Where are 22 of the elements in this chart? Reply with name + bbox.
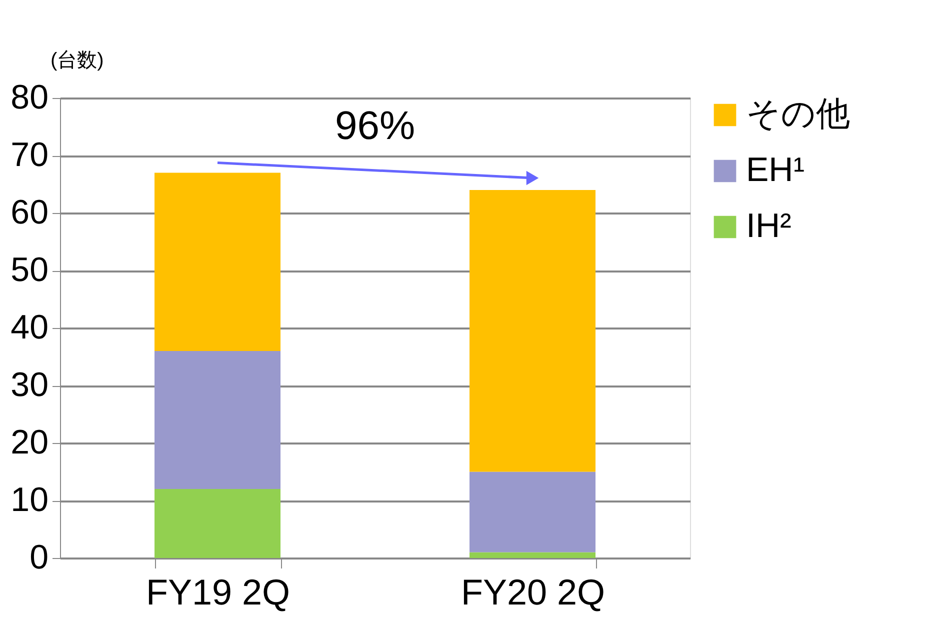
bar	[154, 489, 280, 558]
y-tick-label: 10	[10, 481, 48, 519]
y-tick-label: 40	[10, 308, 48, 346]
y-tick-label: 0	[30, 538, 48, 576]
y-tick-label: 80	[10, 78, 48, 116]
x-tick-label: FY20 2Q	[460, 572, 606, 612]
y-tick-label: 50	[10, 251, 48, 289]
legend-label: EH¹	[746, 151, 805, 189]
annotation: 96%	[334, 104, 416, 148]
bar	[470, 472, 596, 552]
legend-label: その他	[746, 95, 850, 133]
bar	[154, 172, 280, 351]
y-tick-label: 30	[10, 366, 48, 404]
bar	[154, 351, 280, 489]
y-tick-label: 20	[10, 424, 48, 462]
y-axis-title: (台数)	[50, 50, 104, 72]
y-tick-label: 60	[10, 194, 48, 232]
x-tick-label: FY19 2Q	[146, 572, 290, 612]
bar	[470, 552, 596, 558]
bar	[470, 190, 596, 472]
legend-label: IH²	[746, 207, 792, 245]
y-tick-label: 70	[10, 136, 48, 174]
